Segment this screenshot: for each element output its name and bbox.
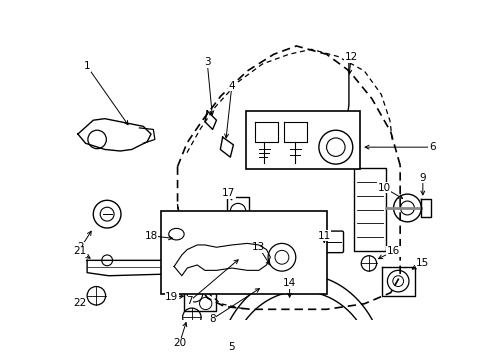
Text: 22: 22 xyxy=(73,298,86,309)
Text: 2: 2 xyxy=(77,242,84,252)
Text: 7: 7 xyxy=(186,296,193,306)
Text: 8: 8 xyxy=(209,314,216,324)
Text: 15: 15 xyxy=(416,258,429,267)
Text: 1: 1 xyxy=(84,61,91,71)
Text: 9: 9 xyxy=(419,173,426,183)
Text: 10: 10 xyxy=(378,183,391,193)
Text: 11: 11 xyxy=(318,231,331,241)
Text: 14: 14 xyxy=(283,278,296,288)
Text: 13: 13 xyxy=(252,242,266,252)
Bar xyxy=(245,111,360,170)
Text: 16: 16 xyxy=(387,246,400,256)
Text: 12: 12 xyxy=(344,52,358,62)
Text: 5: 5 xyxy=(228,342,235,352)
FancyBboxPatch shape xyxy=(314,231,343,253)
Text: 6: 6 xyxy=(429,142,436,152)
Text: 3: 3 xyxy=(204,58,211,67)
Text: 18: 18 xyxy=(145,231,158,241)
Bar xyxy=(161,211,326,294)
Text: 19: 19 xyxy=(165,292,178,302)
Text: 21: 21 xyxy=(73,246,86,256)
Text: 4: 4 xyxy=(228,81,235,91)
Text: 17: 17 xyxy=(222,188,235,198)
Text: 20: 20 xyxy=(173,338,186,348)
